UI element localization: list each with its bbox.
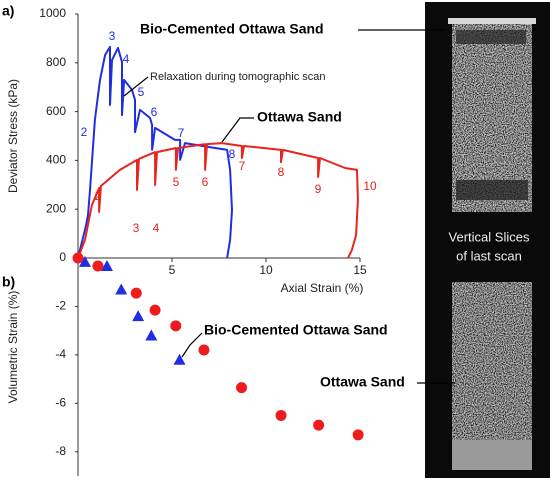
y-tick-label: 600 <box>46 104 66 118</box>
y-tick-label: -6 <box>55 396 66 410</box>
stage-label: 5 <box>173 175 180 189</box>
stage-label: 8 <box>229 147 236 161</box>
x-tick-label: 15 <box>353 263 367 277</box>
y-tick-label: -4 <box>55 347 66 361</box>
stage-label: 3 <box>133 221 140 235</box>
stage-label: 2 <box>95 189 102 203</box>
stage-label: 10 <box>363 179 377 193</box>
circle-point <box>236 382 248 394</box>
leader-line <box>123 76 149 97</box>
x-tick-label: 5 <box>169 263 176 277</box>
annotation: Ottawa Sand <box>257 109 342 125</box>
triangle-point <box>115 283 128 295</box>
annotation: Bio-Cemented Ottawa Sand <box>204 322 388 338</box>
triangle-point <box>145 329 158 341</box>
circle-point <box>275 409 287 421</box>
stage-label: 6 <box>151 105 158 119</box>
stage-label: 3 <box>109 29 116 43</box>
y-tick-label: -8 <box>55 444 66 458</box>
triangle-point <box>100 259 113 271</box>
circle-point <box>92 260 104 272</box>
stage-label: 2 <box>81 125 88 139</box>
circle-point <box>198 344 210 356</box>
stage-label: 4 <box>153 221 160 235</box>
x-tick-label: 10 <box>259 263 273 277</box>
y-tick-label: 400 <box>46 153 66 167</box>
y-axis-label: Volumetric Strain (%) <box>6 291 20 404</box>
image-caption: Vertical Slices <box>449 229 530 244</box>
annotation: Relaxation during tomographic scan <box>150 71 326 83</box>
circle-point <box>352 429 364 441</box>
stage-label: 7 <box>178 126 185 140</box>
triangle-point <box>173 353 186 365</box>
circle-point <box>313 419 325 431</box>
cap <box>448 18 536 24</box>
cap-zone <box>456 30 526 44</box>
stage-label: 9 <box>315 182 322 196</box>
stage-label: 8 <box>278 165 285 179</box>
circle-point <box>72 252 84 264</box>
y-tick-label: 0 <box>59 250 66 264</box>
y-tick-label: 200 <box>46 201 66 215</box>
cap <box>452 440 532 470</box>
specimen-bottom-grain <box>452 282 532 470</box>
circle-point <box>170 320 182 332</box>
stage-label: 4 <box>123 52 130 66</box>
y-tick-label: -2 <box>55 299 66 313</box>
leader-line <box>221 117 254 143</box>
circle-point <box>130 287 142 299</box>
panel-label: a) <box>2 3 14 19</box>
triangle-point <box>132 310 145 322</box>
y-axis-label: Deviator Stress (kPa) <box>6 79 20 193</box>
image-caption: of last scan <box>456 248 522 263</box>
stage-label: 7 <box>239 159 246 173</box>
y-tick-label: 1000 <box>39 6 66 20</box>
panel-label: b) <box>2 274 15 290</box>
annotation: Ottawa Sand <box>320 374 405 390</box>
data-line <box>77 45 233 259</box>
triangle-point <box>78 255 91 267</box>
circle-point <box>149 304 161 316</box>
leader-line <box>181 332 203 358</box>
stage-label: 6 <box>202 175 209 189</box>
y-tick-label: 800 <box>46 55 66 69</box>
x-axis-label: Axial Strain (%) <box>281 281 364 295</box>
annotation: Bio-Cemented Ottawa Sand <box>140 21 324 37</box>
stage-label: 5 <box>138 85 145 99</box>
cap-zone <box>456 180 528 200</box>
data-line <box>77 142 359 259</box>
